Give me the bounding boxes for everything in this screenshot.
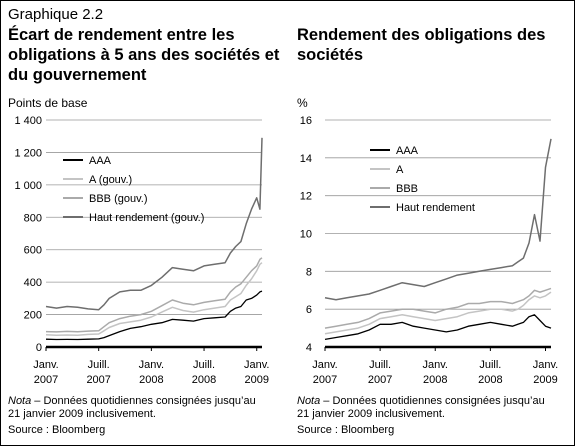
left-xtick-month: Janv. (139, 359, 164, 371)
left-xtick-month: Janv. (33, 359, 58, 371)
right-xtick-year: 2008 (478, 374, 502, 386)
note-label: Nota (297, 395, 321, 407)
note-line2: 21 janvier 2009 inclusivement. (8, 408, 156, 420)
left-xtick-year: 2007 (86, 374, 110, 386)
left-legend-label: AAA (89, 155, 112, 167)
left-series-line-0 (45, 290, 263, 341)
note-label: Nota (8, 395, 32, 407)
left-source: Source : Bloomberg (8, 424, 106, 436)
right-legend-label: A (396, 164, 404, 176)
right-ytick-label: 4 (306, 342, 312, 354)
right-xtick-year: 2009 (533, 374, 557, 386)
note-text: – Données quotidiennes consignées jusqu’… (320, 395, 545, 407)
left-ytick-label: 1 400 (14, 115, 42, 127)
right-xtick-month: Juill. (479, 359, 501, 371)
left-unit-label: Points de base (8, 96, 88, 110)
left-legend-label: BBB (gouv.) (89, 193, 148, 205)
right-xtick-month: Juill. (369, 359, 391, 371)
left-xtick-month: Janv. (244, 359, 269, 371)
note-line2: 21 janvier 2009 inclusivement. (297, 408, 445, 420)
figure-label: Graphique 2.2 (8, 6, 104, 23)
right-note: Nota – Données quotidiennes consignées j… (297, 395, 545, 421)
right-source: Source : Bloomberg (297, 424, 395, 436)
left-chart-title: Écart de rendement entre les obligations… (8, 26, 280, 84)
right-series-line-0 (324, 314, 552, 341)
left-legend-label: Haut rendement (gouv.) (89, 212, 204, 224)
right-legend-label: Haut rendement (396, 202, 475, 214)
right-xtick-month: Janv. (533, 359, 558, 371)
left-xtick-year: 2008 (192, 374, 216, 386)
right-unit-label: % (297, 96, 308, 110)
right-ytick-label: 8 (306, 266, 312, 278)
left-xtick-year: 2008 (139, 374, 163, 386)
left-xtick-month: Juill. (88, 359, 110, 371)
left-series-line-1 (45, 262, 263, 337)
right-series-line-1 (324, 291, 552, 335)
left-ytick-label: 800 (24, 212, 42, 224)
left-ytick-label: 600 (24, 245, 42, 257)
left-ytick-label: 1 200 (14, 147, 42, 159)
left-xtick-month: Juill. (193, 359, 215, 371)
right-legend-label: AAA (396, 145, 419, 157)
right-ytick-label: 16 (300, 115, 312, 127)
left-ytick-label: 0 (36, 342, 42, 354)
left-xtick-year: 2009 (244, 374, 268, 386)
right-ytick-label: 10 (300, 229, 312, 241)
left-ytick-label: 200 (24, 310, 42, 322)
left-ytick-label: 1 000 (14, 180, 42, 192)
right-xtick-year: 2007 (313, 374, 337, 386)
right-series-line-3 (324, 138, 552, 301)
right-xtick-year: 2007 (368, 374, 392, 386)
left-series-line-3 (45, 137, 263, 311)
right-xtick-year: 2008 (423, 374, 447, 386)
right-xtick-month: Janv. (423, 359, 448, 371)
note-text: – Données quotidiennes consignées jusqu’… (31, 395, 256, 407)
right-chart-title: Rendement des obligations des sociétés (297, 26, 546, 64)
right-ytick-label: 6 (306, 304, 312, 316)
left-series-line-2 (45, 257, 263, 333)
left-ytick-label: 400 (24, 277, 42, 289)
right-ytick-label: 12 (300, 191, 312, 203)
right-xtick-month: Janv. (312, 359, 337, 371)
right-series-line-2 (324, 287, 552, 329)
left-note: Nota – Données quotidiennes consignées j… (8, 395, 256, 421)
left-xtick-year: 2007 (34, 374, 58, 386)
left-legend-label: A (gouv.) (89, 174, 132, 186)
right-ytick-label: 14 (300, 153, 312, 165)
right-legend-label: BBB (396, 183, 418, 195)
